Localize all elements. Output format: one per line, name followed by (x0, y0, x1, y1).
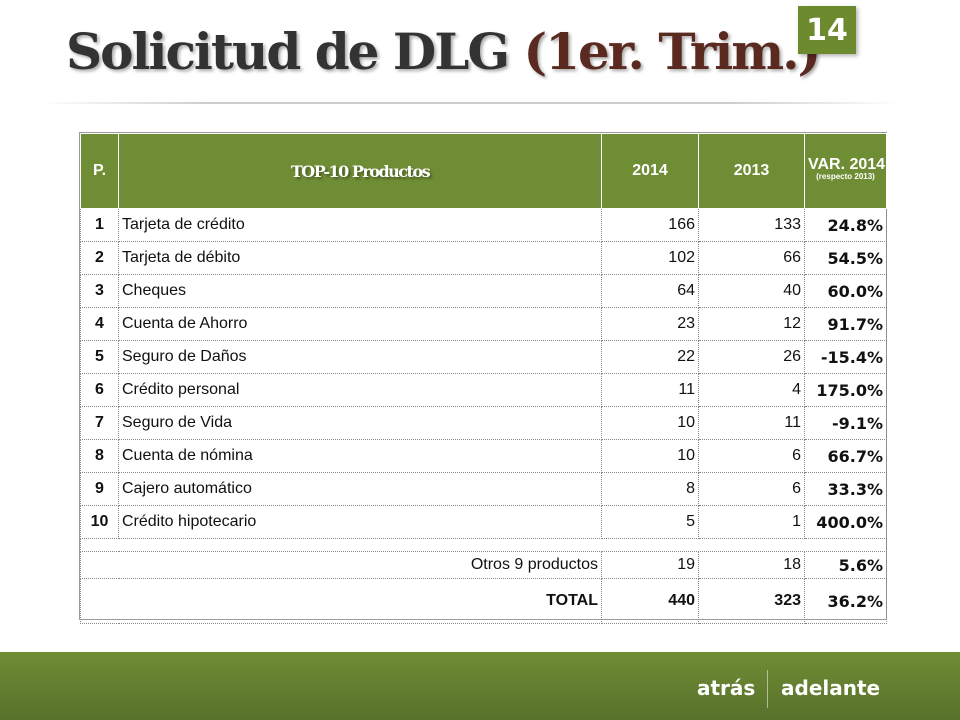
table-row: 3 Cheques 64 40 60.0% (80, 274, 887, 308)
product-cell: Tarjeta de débito (118, 241, 602, 275)
table-row: 4 Cuenta de Ahorro 23 12 91.7% (80, 307, 887, 341)
value-2013-cell: 12 (698, 307, 805, 341)
rank-cell: 4 (80, 307, 119, 341)
value-2013-cell: 4 (698, 373, 805, 407)
value-2014-cell: 166 (601, 208, 699, 242)
variation-cell: 33.3% (804, 472, 887, 506)
value-2013-cell: 26 (698, 340, 805, 374)
title-main: Solicitud de DLG (66, 22, 510, 81)
value-2014-cell: 10 (601, 406, 699, 440)
total-label: TOTAL (80, 578, 602, 624)
title-divider (40, 102, 900, 104)
rank-cell: 2 (80, 241, 119, 275)
value-2013-cell: 6 (698, 472, 805, 506)
value-2013-cell: 1 (698, 505, 805, 539)
product-cell: Seguro de Daños (118, 340, 602, 374)
header-title: TOP-10 Productos (118, 133, 602, 209)
variation-cell: 66.7% (804, 439, 887, 473)
total-var: 36.2% (804, 578, 887, 624)
rank-cell: 1 (80, 208, 119, 242)
otros-label: Otros 9 productos (80, 551, 602, 579)
top10-table-container: P. TOP-10 Productos 2014 2013 VAR. 2014 … (79, 132, 887, 624)
table-row: 2 Tarjeta de débito 102 66 54.5% (80, 241, 887, 275)
variation-cell: 175.0% (804, 373, 887, 407)
value-2014-cell: 64 (601, 274, 699, 308)
back-button[interactable]: atrás (697, 676, 756, 700)
variation-cell: -9.1% (804, 406, 887, 440)
otros-2013: 18 (698, 551, 805, 579)
total-2014: 440 (601, 578, 699, 624)
value-2013-cell: 40 (698, 274, 805, 308)
product-cell: Seguro de Vida (118, 406, 602, 440)
otros-2014: 19 (601, 551, 699, 579)
header-2014: 2014 (601, 133, 699, 209)
product-cell: Crédito personal (118, 373, 602, 407)
otros-row: Otros 9 productos 19 18 5.6% (80, 551, 887, 579)
page-number-badge: 14 (798, 6, 856, 54)
variation-cell: 60.0% (804, 274, 887, 308)
rank-cell: 10 (80, 505, 119, 539)
value-2013-cell: 133 (698, 208, 805, 242)
value-2014-cell: 102 (601, 241, 699, 275)
product-cell: Cajero automático (118, 472, 602, 506)
top10-table: P. TOP-10 Productos 2014 2013 VAR. 2014 … (80, 133, 887, 624)
spacer-row (80, 538, 887, 552)
page-title: Solicitud de DLG (1er. Trim.) (66, 22, 822, 81)
table-row: 8 Cuenta de nómina 10 6 66.7% (80, 439, 887, 473)
variation-cell: 24.8% (804, 208, 887, 242)
value-2014-cell: 23 (601, 307, 699, 341)
table-row: 7 Seguro de Vida 10 11 -9.1% (80, 406, 887, 440)
variation-cell: 91.7% (804, 307, 887, 341)
product-cell: Cheques (118, 274, 602, 308)
rank-cell: 7 (80, 406, 119, 440)
value-2013-cell: 6 (698, 439, 805, 473)
value-2014-cell: 5 (601, 505, 699, 539)
variation-cell: -15.4% (804, 340, 887, 374)
value-2014-cell: 10 (601, 439, 699, 473)
rank-cell: 3 (80, 274, 119, 308)
rank-cell: 8 (80, 439, 119, 473)
value-2014-cell: 22 (601, 340, 699, 374)
header-var-sub: (respecto 2013) (816, 172, 875, 181)
value-2014-cell: 8 (601, 472, 699, 506)
title-sub: (1er. Trim.) (523, 22, 822, 81)
header-rank: P. (80, 133, 119, 209)
rank-cell: 9 (80, 472, 119, 506)
next-button[interactable]: adelante (781, 676, 881, 700)
value-2014-cell: 11 (601, 373, 699, 407)
table-row: 5 Seguro de Daños 22 26 -15.4% (80, 340, 887, 374)
rank-cell: 6 (80, 373, 119, 407)
product-cell: Cuenta de Ahorro (118, 307, 602, 341)
table-row: 10 Crédito hipotecario 5 1 400.0% (80, 505, 887, 539)
otros-var: 5.6% (804, 551, 887, 579)
rank-cell: 5 (80, 340, 119, 374)
variation-cell: 54.5% (804, 241, 887, 275)
product-cell: Tarjeta de crédito (118, 208, 602, 242)
nav-separator (767, 670, 768, 708)
table-row: 6 Crédito personal 11 4 175.0% (80, 373, 887, 407)
table-row: 9 Cajero automático 8 6 33.3% (80, 472, 887, 506)
value-2013-cell: 66 (698, 241, 805, 275)
total-row: TOTAL 440 323 36.2% (80, 578, 887, 624)
header-2013: 2013 (698, 133, 805, 209)
header-var: VAR. 2014 (respecto 2013) (804, 133, 887, 209)
value-2013-cell: 11 (698, 406, 805, 440)
table-header-row: P. TOP-10 Productos 2014 2013 VAR. 2014 … (80, 133, 887, 209)
product-cell: Crédito hipotecario (118, 505, 602, 539)
spacer-cell (80, 538, 887, 552)
footer-bar (0, 652, 960, 720)
variation-cell: 400.0% (804, 505, 887, 539)
product-cell: Cuenta de nómina (118, 439, 602, 473)
header-var-label: VAR. 2014 (808, 156, 886, 173)
table-row: 1 Tarjeta de crédito 166 133 24.8% (80, 208, 887, 242)
total-2013: 323 (698, 578, 805, 624)
